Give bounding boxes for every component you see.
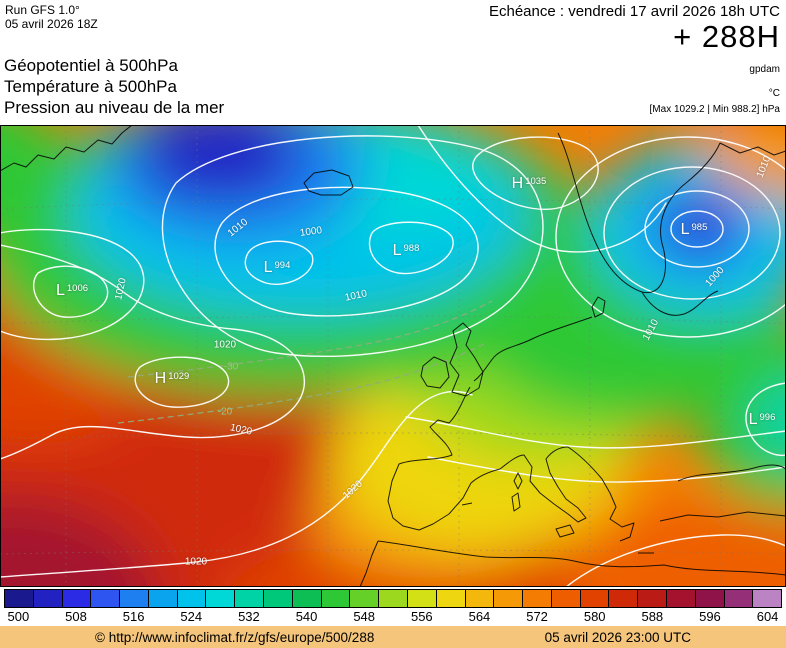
- coastlines-layer: [0, 125, 786, 587]
- echeance-label: Echéance : vendredi 17 avril 2026 18h UT…: [488, 3, 780, 20]
- colorbar-segment: [90, 590, 120, 607]
- field-geopotential: Géopotentiel à 500hPa: [4, 56, 178, 75]
- colorbar-tick-label: 596: [699, 609, 721, 624]
- colorbar-tick-label: 508: [65, 609, 87, 624]
- field-list: Géopotentiel à 500hPa Température à 500h…: [4, 55, 224, 118]
- unit-gpdam: gpdam: [749, 64, 780, 75]
- colorbar-segment: [119, 590, 148, 607]
- colorbar-tick-label: 500: [7, 609, 30, 624]
- colorbar-tick-label: 572: [526, 609, 548, 624]
- colorbar-segment: [349, 590, 379, 607]
- source-url[interactable]: © http://www.infoclimat.fr/z/gfs/europe/…: [95, 629, 375, 645]
- unit-list: gpdam °C [Max 1029.2 | Min 988.2] hPa: [650, 64, 780, 115]
- colorbar-segment: [579, 590, 609, 607]
- colorbar-segment: [263, 590, 292, 607]
- latlon-grid-layer: [0, 125, 786, 587]
- colorbar-segment: [608, 590, 638, 607]
- colorbar-segment: [147, 590, 177, 607]
- colorbar-segment: [234, 590, 264, 607]
- colorbar-tick-label: 564: [468, 609, 491, 624]
- field-mslp: Pression au niveau de la mer: [4, 98, 225, 117]
- forecast-map: L 1006 L 994 L 988 H 1029 H 1035 L 985 L 996 1010 1000 1…: [0, 125, 786, 587]
- colorbar-tick-label: 532: [238, 609, 260, 624]
- footer: © http://www.infoclimat.fr/z/gfs/europe/…: [0, 626, 786, 648]
- unit-celsius: °C: [768, 88, 780, 99]
- field-temperature: Température à 500hPa: [4, 77, 177, 96]
- colorbar-segment: [493, 590, 523, 607]
- run-date: 05 avril 2026 18Z: [5, 17, 98, 31]
- colorbar-segment: [752, 590, 782, 607]
- colorbar-segment: [205, 590, 235, 607]
- colorbar-segment: [378, 590, 407, 607]
- colorbar-segment: [320, 590, 350, 607]
- colorbar-tick-label: 580: [583, 609, 606, 624]
- colorbar-tick-label: 540: [295, 609, 318, 624]
- colorbar-tick-label: 524: [180, 609, 203, 624]
- colorbar-segment: [406, 590, 436, 607]
- colorbar-segment: [61, 590, 91, 607]
- colorbar-segment: [723, 590, 753, 607]
- header: Run GFS 1.0° 05 avril 2026 18Z Echéance …: [0, 0, 786, 125]
- unit-hpa-range: [Max 1029.2 | Min 988.2] hPa: [649, 104, 780, 115]
- colorbar-segment: [522, 590, 551, 607]
- colorbar-segment: [5, 590, 33, 607]
- colorbar-ticks: 500 508 516 524 532 540 548 556 564 572 580 588 596 6…: [0, 608, 786, 626]
- isobar-lines-layer: [0, 125, 786, 587]
- map-canvas: [0, 125, 786, 587]
- colorbar-segment: [291, 590, 321, 607]
- colorbar-tick-label: 516: [122, 609, 145, 624]
- colorbar-segment: [550, 590, 580, 607]
- colorbar-tick-label: 556: [410, 609, 433, 624]
- colorbar-segment: [694, 590, 724, 607]
- run-info: Run GFS 1.0° 05 avril 2026 18Z: [5, 3, 98, 31]
- colorbar-segment: [32, 590, 62, 607]
- run-model: Run GFS 1.0°: [5, 3, 80, 17]
- forecast-hour: + 288H: [673, 19, 780, 54]
- colorbar-segment: [435, 590, 465, 607]
- colorbar-segment: [665, 590, 695, 607]
- colorbar-tick-label: 588: [641, 609, 664, 624]
- issue-datetime: 05 avril 2026 23:00 UTC: [544, 629, 691, 645]
- colorbar: [4, 589, 782, 608]
- colorbar-segment: [637, 590, 666, 607]
- colorbar-tick-label: 604: [756, 609, 779, 624]
- colorbar-segment: [464, 590, 494, 607]
- colorbar-tick-label: 548: [353, 609, 376, 624]
- colorbar-segment: [176, 590, 206, 607]
